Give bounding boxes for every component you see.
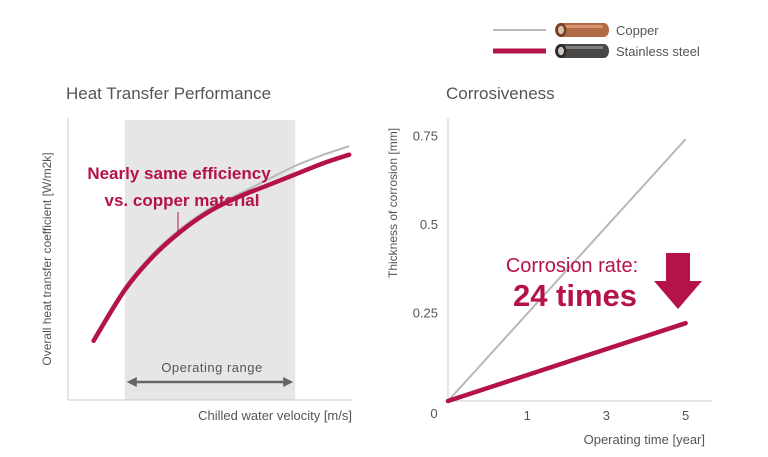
corrosion-rate-value: 24 times: [513, 278, 637, 313]
corrosion-y-tick-label: 0.25: [413, 306, 438, 321]
corrosion-x-tick-label: 5: [682, 408, 689, 423]
corrosion-y-tick-label: 0.5: [420, 217, 438, 232]
corrosion-x-tick-label: 1: [524, 408, 531, 423]
legend-item-copper: Copper: [493, 23, 659, 38]
operating-range-arrow: [126, 377, 294, 387]
corrosion-x-tick-label: 3: [603, 408, 610, 423]
corrosion-chart-axes: [447, 118, 712, 402]
stainless-tube-icon: [555, 44, 609, 58]
copper-tube-icon: [555, 23, 609, 37]
legend-steel-label: Stainless steel: [616, 44, 700, 59]
heat-annotation: Nearly same efficiency vs. copper materi…: [87, 164, 271, 232]
corrosion-annotation: Corrosion rate: 24 times: [506, 253, 702, 313]
arrow-left-icon: [126, 377, 137, 387]
corrosion-y-axis-label: Thickness of corrosion [mm]: [386, 128, 400, 278]
corrosion-series-copper: [447, 138, 687, 402]
heat-y-axis-label: Overall heat transfer coefficient [W/m2k…: [40, 152, 54, 365]
heat-series-stainless-steel: [91, 152, 352, 344]
down-arrow-icon: [654, 253, 702, 309]
legend: Copper Stainless steel: [493, 23, 700, 59]
legend-item-stainless-steel: Stainless steel: [493, 44, 700, 59]
chart-corrosiveness: Corrosiveness Thickness of corrosion [mm…: [386, 84, 712, 447]
heat-chart-axes: [67, 118, 352, 401]
operating-range-label: Operating range: [161, 360, 262, 375]
corrosion-chart-title: Corrosiveness: [446, 84, 555, 103]
corrosion-rate-label: Corrosion rate:: [506, 255, 638, 277]
heat-chart-title: Heat Transfer Performance: [66, 84, 271, 103]
corrosion-series-stainless-steel: [445, 320, 688, 404]
corrosion-x-tick-label: 0: [430, 406, 437, 421]
heat-annotation-leader: [177, 212, 182, 232]
heat-annotation-line1: Nearly same efficiency: [87, 164, 271, 183]
operating-range-region: [124, 120, 296, 400]
corrosion-x-ticks: 0 1 3 5: [430, 406, 689, 423]
corrosion-y-ticks: 0.25 0.5 0.75: [413, 129, 438, 321]
legend-copper-label: Copper: [616, 23, 659, 38]
heat-x-axis-label: Chilled water velocity [m/s]: [198, 408, 352, 423]
corrosion-x-axis-label: Operating time [year]: [584, 432, 705, 447]
chart-heat-transfer: Heat Transfer Performance Overall heat t…: [40, 84, 352, 423]
heat-annotation-line2: vs. copper material: [105, 191, 260, 210]
corrosion-y-tick-label: 0.75: [413, 129, 438, 144]
arrow-right-icon: [283, 377, 294, 387]
